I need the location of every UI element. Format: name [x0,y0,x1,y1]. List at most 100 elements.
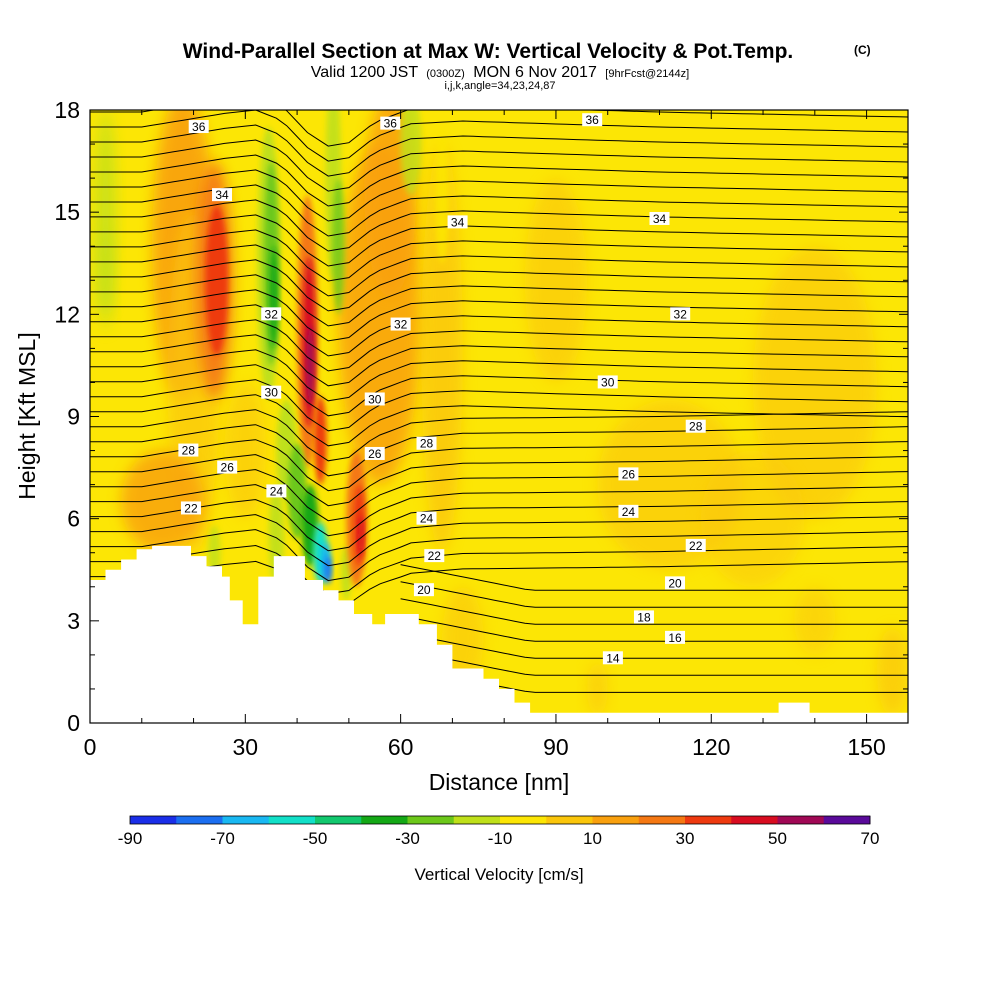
contour-label-text: 20 [668,576,682,590]
y-tick-label: 15 [54,199,80,225]
contour-label-text: 32 [674,307,688,321]
colorbar-tick-label: -90 [118,829,143,848]
contour-label-box [685,538,706,552]
contour-label-box [261,385,282,399]
contour-label: 28 [178,443,199,458]
contour-label: 30 [364,392,385,406]
colorbar-tick-label: -70 [210,829,235,848]
velocity-shade [794,586,836,655]
colorbar-tick-label: 30 [676,829,695,848]
contour-label: 22 [180,501,201,515]
theta-contour-line [90,154,908,207]
velocity-shade [224,382,267,519]
contour-label-box [424,549,445,563]
contour-label: 36 [188,120,209,134]
colorbar-swatch [407,816,455,824]
theta-contour-line [400,581,908,608]
contour-label-box [212,188,233,202]
contour-label: 20 [665,576,686,590]
velocity-shade [876,627,908,717]
contour-label-box [665,576,686,590]
y-tick-label: 18 [54,97,80,123]
colorbar-frame [129,815,871,825]
theta-contour-line [400,649,908,676]
colorbar-swatch [453,816,501,824]
x-axis-label: Distance [nm] [429,769,570,795]
contour-label-box [266,484,287,498]
velocity-shade [325,556,332,584]
theta-contour-line [90,394,908,447]
contour-label: 34 [649,211,670,226]
velocity-field [95,110,908,717]
contour-label-text: 22 [689,539,703,553]
velocity-shade [400,110,422,196]
theta-contour-line [90,349,908,402]
theta-contour-line [90,560,908,608]
x-tick-label: 150 [847,734,885,760]
contour-label: 26 [217,460,238,475]
velocity-shade [752,246,877,519]
contour-label-text: 36 [586,113,600,127]
contour-label: 24 [266,484,287,498]
colorbar-swatch [685,816,732,824]
contour-label-text: 24 [270,484,284,498]
theta-contour-line [90,439,908,492]
contour-label-box [670,307,691,321]
potential-temperature-contours [90,110,908,693]
contour-label-text: 22 [428,549,442,563]
contour-label-text: 26 [622,467,636,481]
theta-contour-line [90,289,908,342]
contour-label-box [416,511,437,525]
theta-contour-line [400,615,908,642]
colorbar-label: Vertical Velocity [cm/s] [414,865,583,884]
chart-subtitle: Valid 1200 JST (0300Z) MON 6 Nov 2017 [9… [311,64,689,81]
velocity-shade [524,178,588,383]
contour-label-box [364,446,385,460]
terrain-mask [90,545,908,723]
contour-labels: 36 36 36 34 34 34 32 32 32 30 30 30 28 28 28 26 26 26 24 24… [178,113,706,665]
velocity-shade [421,144,463,553]
contour-label-text: 36 [384,117,398,131]
contour-label-text: 20 [417,583,431,597]
colorbar-tick-label: 50 [768,829,787,848]
colorbar-tick-label: -30 [395,829,420,848]
colorbar-tick-label: 10 [583,829,602,848]
contour-label: 34 [447,215,468,229]
theta-contour-line [90,110,908,162]
contour-label-box [633,610,654,624]
colorbar-swatch [361,816,408,824]
contour-label-box [180,501,201,515]
contour-label-text: 30 [368,392,382,406]
theta-contour-line [90,214,908,267]
velocity-shade [587,661,608,717]
theta-contour-line [90,229,908,282]
theta-contour-line [90,304,908,357]
x-tick-label: 90 [543,734,569,760]
contour-label-text: 34 [215,188,229,202]
colorbar-swatch [222,816,270,824]
contour-label: 32 [390,317,411,332]
y-axis-label: Height [Kft MSL] [14,332,40,499]
theta-contour-line [90,424,908,477]
colorbar-tick-label: -50 [303,829,328,848]
y-tick-label: 3 [67,608,80,634]
contour-label-text: 24 [420,512,434,526]
contour-label: 22 [424,549,445,563]
contour-label-text: 36 [192,120,206,134]
theta-contour-line [400,564,908,591]
velocity-shade [306,324,314,407]
velocity-shade [287,443,307,540]
contour-label-text: 30 [265,386,279,400]
theta-contour-line [90,544,908,595]
contour-label-box [364,392,385,406]
velocity-shade [700,450,805,587]
contour-label: 30 [261,385,282,400]
contour-label-text: 22 [184,501,198,515]
y-tick-label: 0 [67,710,80,736]
contour-label-box [413,583,434,597]
velocity-shade [358,515,364,557]
y-tick-label: 9 [67,404,80,430]
contour-label: 14 [602,651,623,665]
contour-label-box [618,504,639,518]
